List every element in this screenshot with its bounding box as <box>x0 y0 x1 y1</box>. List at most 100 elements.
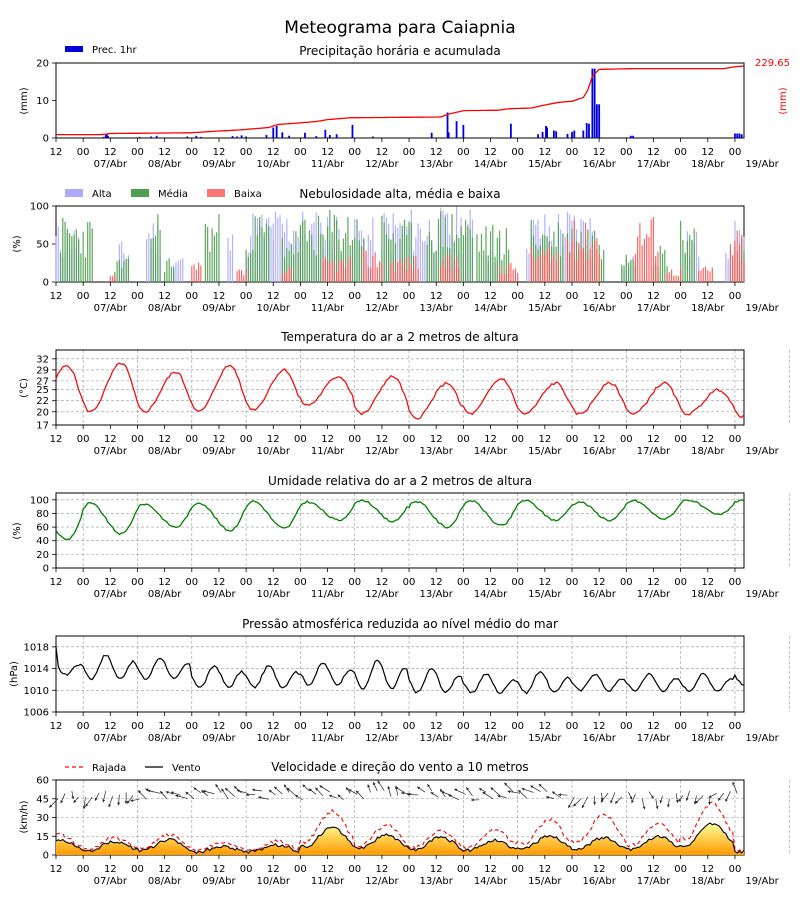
date-label: 08/Abr <box>148 159 182 170</box>
wind-arrowhead <box>287 787 290 791</box>
wind-arrowhead <box>252 788 255 792</box>
date-label: 13/Abr <box>420 589 454 600</box>
cloud-high-bar <box>422 241 424 282</box>
wind-arrowhead <box>130 799 134 802</box>
cloud-mid-bar <box>390 239 392 282</box>
y-tick-label: 60 <box>36 776 49 787</box>
cloud-mid-bar <box>152 237 154 282</box>
date-label: 11/Abr <box>311 159 345 170</box>
cloud-high-bar <box>182 258 184 282</box>
cloud-mid-bar <box>123 261 125 282</box>
cloud-high-bar <box>698 256 700 282</box>
cloud-low-bar <box>193 264 195 282</box>
wind-arrowhead <box>165 791 169 794</box>
x-tick-label: 00 <box>240 721 253 732</box>
date-label: 09/Abr <box>202 876 236 887</box>
x-tick-label: 00 <box>131 577 144 588</box>
cloud-low-bar <box>657 251 659 282</box>
x-tick-label: 12 <box>701 577 714 588</box>
wind-arrowhead <box>138 790 141 794</box>
cloud-mid-bar <box>157 214 159 282</box>
date-label: 14/Abr <box>474 876 508 887</box>
cloud-mid-bar <box>351 240 354 282</box>
date-label: 19/Abr <box>745 159 779 170</box>
wind-arrowhead <box>258 796 261 799</box>
precip-bar <box>734 133 736 138</box>
cloud-mid-bar <box>118 259 120 282</box>
cloud-mid-bar <box>322 234 324 282</box>
y-tick-label: 1006 <box>24 708 49 719</box>
wind-arrowhead <box>117 802 121 806</box>
cloud-low-bar <box>238 269 240 282</box>
cloud-low-bar <box>390 263 392 282</box>
cloud-low-bar <box>670 269 673 282</box>
precip-bar <box>632 135 635 138</box>
cloud-high-bar <box>528 253 530 282</box>
cloud-low-bar <box>557 253 560 282</box>
cloud-mid-bar <box>345 233 347 282</box>
cloud-low-bar <box>743 260 745 282</box>
wind-arrowhead <box>430 792 434 795</box>
x-tick-label: 12 <box>538 291 551 302</box>
cloud-mid-bar <box>75 229 77 282</box>
cloud-mid-bar <box>209 251 211 282</box>
cloud-mid-bar <box>451 214 453 282</box>
date-label: 18/Abr <box>691 159 725 170</box>
cloud-mid-bar <box>664 249 666 282</box>
cloud-low-bar <box>369 267 372 282</box>
x-tick-label: 00 <box>348 291 361 302</box>
plot-frame <box>55 62 745 139</box>
cloud-low-bar <box>392 259 394 282</box>
cloud-low-bar <box>283 271 286 282</box>
date-label: 11/Abr <box>311 446 345 457</box>
cloud-low-bar <box>539 255 541 282</box>
wind-arrowhead <box>407 793 410 796</box>
x-tick-label: 00 <box>348 577 361 588</box>
cloud-high-bar <box>121 241 123 282</box>
cloud-mid-bar <box>315 255 317 282</box>
cloud-low-bar <box>406 270 408 282</box>
date-label: 10/Abr <box>257 159 291 170</box>
date-label: 12/Abr <box>365 159 399 170</box>
x-tick-label: 12 <box>267 434 280 445</box>
precip-bar <box>245 136 248 138</box>
temperature-title: Temperatura do ar a 2 metros de altura <box>280 330 519 344</box>
cloud-high-bar <box>145 239 148 282</box>
date-label: 13/Abr <box>420 876 454 887</box>
x-tick-label: 00 <box>674 434 687 445</box>
axes-panel-4: 0 20 40 60 80 100 12 00 12 00 12 00 12 00 12 00 12 00 12 00… <box>30 492 800 600</box>
precipitation-chart: Precipitação horária e acumulada (mm) (m… <box>19 44 790 115</box>
cloud-low-bar <box>707 270 709 282</box>
x-tick-label: 00 <box>457 434 470 445</box>
x-tick-label: 00 <box>240 577 253 588</box>
x-tick-label: 00 <box>77 147 90 158</box>
date-label: 13/Abr <box>420 733 454 744</box>
cloud-mid-bar <box>71 236 73 282</box>
pressure-line <box>55 646 745 695</box>
date-label: 12/Abr <box>365 303 399 314</box>
cloud-mid-bar <box>394 243 397 282</box>
wind-arrowhead <box>236 789 240 793</box>
wind-arrowhead <box>367 784 371 788</box>
cloud-mid-bar <box>557 222 560 282</box>
x-tick-label: 12 <box>213 147 226 158</box>
cloud-mid-bar <box>84 257 87 282</box>
cloud-mid-bar <box>437 219 440 282</box>
date-label: 15/Abr <box>528 876 562 887</box>
x-tick-label: 00 <box>511 721 524 732</box>
legend-swatch-prec-1hr <box>65 46 83 52</box>
x-tick-label: 00 <box>511 577 524 588</box>
cloud-low-bar <box>634 253 636 282</box>
cloud-high-bar <box>227 237 229 282</box>
x-tick-label: 12 <box>50 147 63 158</box>
precip-bar <box>571 132 573 138</box>
x-tick-label: 12 <box>158 434 171 445</box>
x-tick-label: 12 <box>50 291 63 302</box>
cloud-mid-bar <box>313 250 315 282</box>
x-tick-label: 00 <box>457 291 470 302</box>
plot-frame <box>55 349 745 426</box>
cloud-high-bar <box>179 259 182 282</box>
cloud-mid-bar <box>64 221 66 282</box>
precip-bar <box>236 136 238 138</box>
x-tick-label: 12 <box>213 291 226 302</box>
